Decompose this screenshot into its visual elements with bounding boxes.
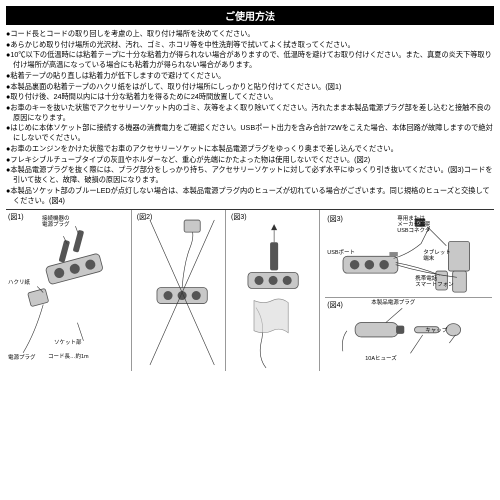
- bullet-item: ●コード長とコードの取り回しを考慮の上、取り付け場所を決めてください。: [6, 29, 494, 39]
- fig3a-drawing: [231, 212, 321, 373]
- annotation: 電源プラグ: [8, 355, 36, 361]
- figure-4: (図4) 本製品電源プラグキャップ10Aヒューズ: [325, 298, 492, 370]
- figure-3b-4: (図3) OFF 専用またはメーカー推奨USBコネクタUSBポートタブレット端末…: [323, 210, 494, 371]
- annotation: USBポート: [327, 250, 355, 256]
- bullet-item: ●取り付け後、24時間以内には十分な粘着力を得るために24時間放置してください。: [6, 92, 494, 102]
- instruction-list: ●コード長とコードの取り回しを考慮の上、取り付け場所を決めてください。●あらかじ…: [6, 29, 494, 205]
- fig2-drawing: [137, 212, 227, 373]
- bullet-item: ●フレキシブルチューブタイプの灰皿やホルダーなど、重心が先端にかたよった物は使用…: [6, 155, 494, 165]
- annotation: 接続機器の電源プラグ: [42, 216, 70, 228]
- figure-3b: (図3) OFF 専用またはメーカー推奨USBコネクタUSBポートタブレット端末…: [325, 212, 492, 297]
- figure-3a: (図3): [229, 210, 320, 371]
- bullet-item: ●10℃以下の低温時には粘着テープに十分な粘着力が得られない場合がありますので、…: [6, 50, 494, 69]
- figure-1: (図1) 接続機器の電源プラグハクリ紙電源プラグソケット部コード長…約1m: [6, 210, 132, 371]
- bullet-item: ●本製品裏面の粘着テープのハクリ紙をはがして、取り付け場所にしっかりと貼り付けて…: [6, 82, 494, 92]
- annotation: 本製品電源プラグ: [371, 300, 415, 306]
- bullet-item: ●お車のエンジンをかけた状態でお車のアクセサリーソケットに本製品電源プラグをゆっ…: [6, 144, 494, 154]
- annotation: 10Aヒューズ: [365, 356, 397, 362]
- annotation: コード長…約1m: [48, 354, 89, 360]
- figures-row: (図1) 接続機器の電源プラグハクリ紙電源プラグソケット部コード長…約1m (図…: [6, 209, 494, 371]
- bullet-item: ●本製品電源プラグを抜く際には、プラグ部分をしっかり持ち、アクセサリーソケットに…: [6, 165, 494, 184]
- annotation: 専用またはメーカー推奨USBコネクタ: [397, 216, 430, 234]
- title-bar: ご使用方法: [6, 6, 494, 25]
- annotation: キャップ: [425, 328, 447, 334]
- fig1-drawing: [8, 212, 133, 373]
- annotation: タブレット端末: [423, 250, 451, 262]
- figure-2: (図2): [135, 210, 226, 371]
- bullet-item: ●あらかじめ取り付け場所の光沢材、汚れ、ゴミ、ホコリ等を中性洗剤等で拭いてよく拭…: [6, 40, 494, 50]
- annotation: 携帯電話スマートフォン: [415, 276, 453, 288]
- bullet-item: ●粘着テープの貼り直しは粘着力が低下しますので避けてください。: [6, 71, 494, 81]
- bullet-item: ●お車のキーを抜いた状態でアクセサリーソケット内のゴミ、灰等をよく取り除いてくだ…: [6, 103, 494, 122]
- bullet-item: ●はじめに本体ソケット部に接続する機器の消費電力をご確認ください。USBポート出…: [6, 123, 494, 142]
- annotation: ハクリ紙: [8, 280, 30, 286]
- annotation: ソケット部: [54, 340, 82, 346]
- fig4-drawing: [325, 298, 492, 370]
- bullet-item: ●本製品ソケット部のブルーLEDが点灯しない場合は、本製品電源プラグ内のヒューズ…: [6, 186, 494, 205]
